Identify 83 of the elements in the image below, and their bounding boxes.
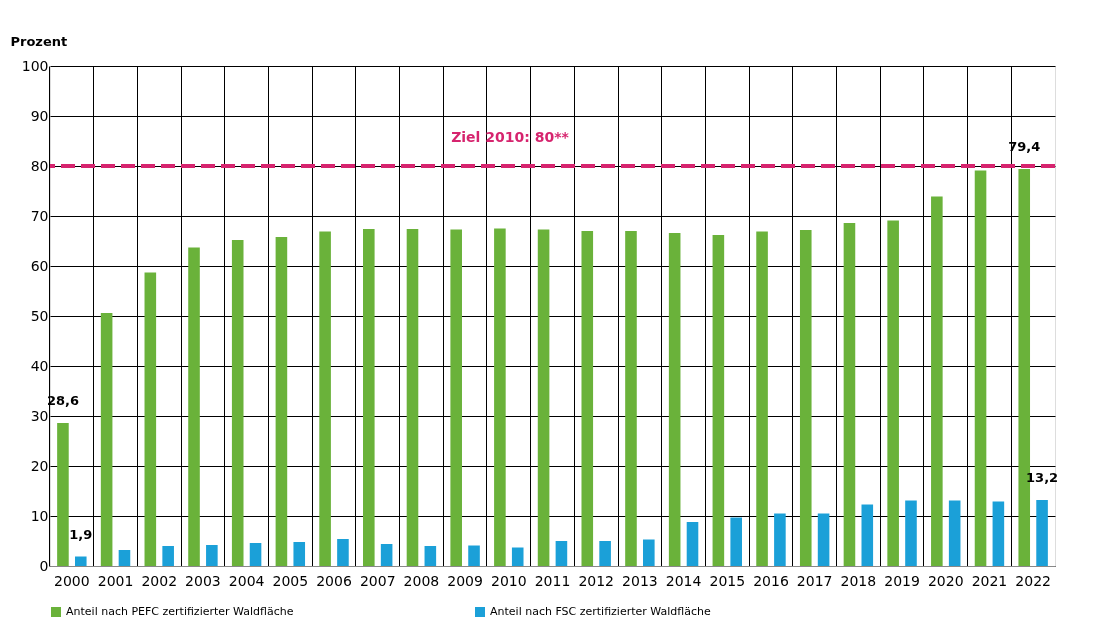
bar [363, 229, 375, 566]
bar [406, 229, 419, 566]
y-axis-title: Prozent [10, 33, 68, 49]
bar [992, 501, 1005, 566]
bar [555, 541, 568, 566]
bar [100, 313, 113, 566]
bar [380, 544, 393, 566]
bar [206, 545, 218, 566]
x-tick-label: 2015 [709, 572, 746, 589]
x-tick-label: 2012 [578, 572, 615, 589]
bar [249, 543, 262, 566]
y-tick-label: 0 [39, 557, 49, 574]
x-tick-label: 2001 [97, 572, 134, 589]
bar [57, 423, 69, 566]
bar [931, 196, 943, 566]
y-tick-label: 40 [30, 357, 49, 374]
x-tick-label: 2013 [622, 572, 658, 589]
bar [275, 237, 288, 566]
legend-label: Anteil nach FSC zertifizierter Waldfläche [490, 605, 711, 618]
bar [231, 240, 244, 566]
bar [948, 500, 961, 566]
x-tick-label: 2006 [316, 572, 352, 589]
x-tick-label: 2009 [447, 572, 483, 589]
y-tick-label: 10 [30, 507, 49, 524]
bar [319, 231, 331, 566]
bar [625, 231, 637, 566]
bar [599, 541, 611, 566]
x-tick-label: 2022 [1015, 572, 1051, 589]
y-tick-label: 90 [30, 107, 49, 124]
bar [799, 230, 812, 566]
y-tick-label: 30 [30, 407, 49, 424]
bar [843, 223, 856, 566]
bar [974, 170, 987, 566]
x-tick-label: 2019 [884, 572, 920, 589]
bar [686, 522, 699, 566]
bar [450, 229, 462, 566]
x-tick-label: 2007 [359, 572, 396, 589]
bar [162, 546, 174, 566]
bar [581, 231, 594, 566]
x-tick-label: 2003 [185, 572, 221, 589]
x-tick-label: 2021 [971, 572, 1008, 589]
x-tick-label: 2011 [534, 572, 571, 589]
bar [74, 556, 87, 566]
bar [144, 272, 157, 566]
x-tick-label: 2005 [272, 572, 309, 589]
legend-label: Anteil nach PEFC zertifizierter Waldfläche [66, 605, 294, 618]
y-tick-label: 80 [30, 157, 49, 174]
x-tick-label: 2016 [753, 572, 789, 589]
x-tick-label: 2010 [490, 572, 527, 589]
bar [424, 546, 437, 566]
x-tick-label: 2017 [796, 572, 833, 589]
y-tick-label: 70 [30, 207, 49, 224]
bar [668, 233, 681, 566]
x-tick-label: 2002 [141, 572, 178, 589]
x-tick-label: 2014 [665, 572, 702, 589]
bar [905, 500, 917, 566]
bar [643, 539, 655, 566]
bar [511, 547, 524, 566]
y-tick-label: 20 [30, 457, 49, 474]
bar [188, 247, 200, 566]
bar [537, 229, 550, 566]
bar [774, 513, 786, 566]
bar [1036, 500, 1048, 566]
y-tick-label: 60 [30, 257, 49, 274]
x-tick-label: 2000 [54, 572, 90, 589]
bar [712, 235, 725, 566]
bar [337, 539, 349, 566]
x-tick-label: 2018 [840, 572, 877, 589]
y-tick-label: 100 [21, 57, 49, 74]
bar [730, 517, 742, 566]
bar [468, 545, 480, 566]
bar [817, 513, 830, 566]
x-tick-label: 2008 [403, 572, 440, 589]
bar [494, 228, 506, 566]
data-label: 1,9 [69, 526, 93, 542]
bar [293, 542, 306, 566]
bar [861, 504, 874, 566]
x-tick-label: 2020 [927, 572, 964, 589]
bar [118, 550, 131, 566]
bar [887, 220, 899, 566]
bar [756, 231, 768, 566]
x-tick-label: 2004 [228, 572, 265, 589]
y-tick-label: 50 [30, 307, 49, 324]
